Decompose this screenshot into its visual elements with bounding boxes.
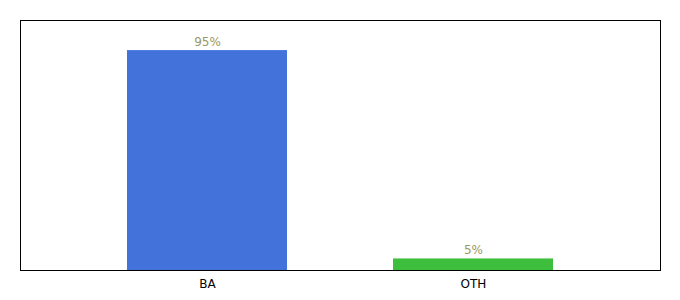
svg-text:OTH: OTH bbox=[461, 277, 487, 291]
svg-text:5%: 5% bbox=[464, 243, 483, 257]
svg-text:BA: BA bbox=[199, 277, 216, 291]
svg-text:95%: 95% bbox=[194, 35, 221, 49]
